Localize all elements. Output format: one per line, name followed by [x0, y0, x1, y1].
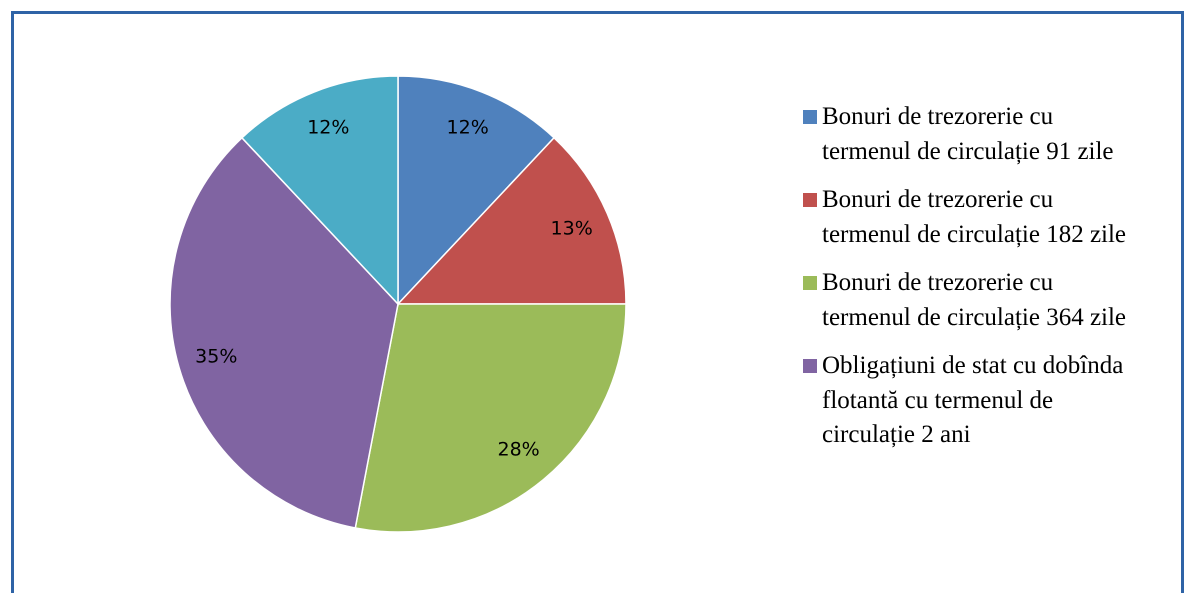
data-label: 28% [498, 438, 540, 460]
data-label: 12% [447, 117, 489, 139]
data-label: 35% [195, 345, 237, 367]
data-label: 12% [307, 117, 349, 139]
legend-swatch [803, 110, 817, 124]
legend-swatch [803, 359, 817, 373]
legend-entry: Obligațiuni de stat cu dobînda flotantă … [800, 349, 1130, 453]
legend-label: Bonuri de trezorerie cu termenul de circ… [822, 269, 1127, 331]
legend-label: Bonuri de trezorerie cu termenul de circ… [822, 103, 1114, 165]
pie-slice [354, 303, 627, 533]
frame [11, 11, 1184, 593]
legend-entry: Bonuri de trezorerie cu termenul de circ… [800, 183, 1130, 252]
legend: Bonuri de trezorerie cu termenul de circ… [800, 100, 1130, 467]
data-label: 13% [551, 217, 593, 239]
legend-entry: Bonuri de trezorerie cu termenul de circ… [800, 266, 1130, 335]
legend-label: Obligațiuni de stat cu dobînda flotantă … [822, 352, 1124, 448]
legend-swatch [803, 276, 817, 290]
legend-swatch [803, 193, 817, 207]
legend-entry: Bonuri de trezorerie cu termenul de circ… [800, 100, 1130, 169]
pie-slice [396, 136, 627, 305]
legend-label: Bonuri de trezorerie cu termenul de circ… [822, 186, 1127, 248]
pie-slice [397, 75, 556, 306]
pie-slice [240, 75, 399, 306]
pie-slice [169, 136, 399, 529]
